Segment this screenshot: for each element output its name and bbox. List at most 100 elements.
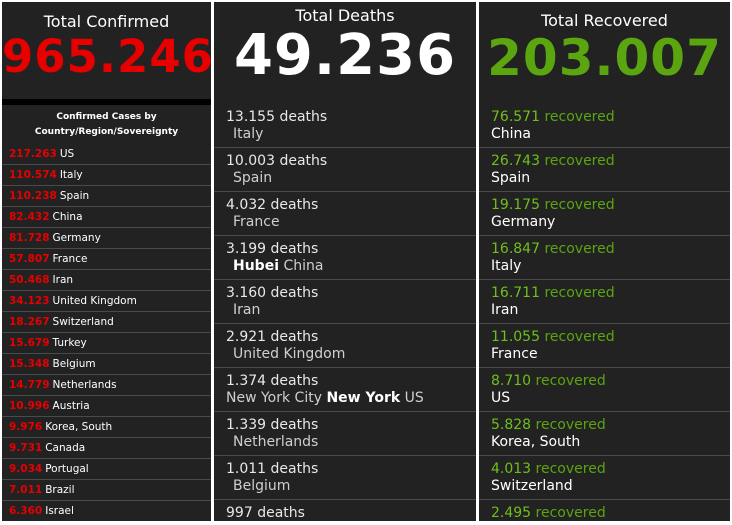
deaths-unit: deaths [270,461,319,477]
deaths-list[interactable]: 13.155 deaths Italy 10.003 deaths Spain 4.03… [214,104,476,521]
confirmed-count: 6.360 [9,505,43,517]
deaths-location: New York City New York US [226,390,476,407]
recovered-list-item[interactable]: 76.571 recovered China [479,104,730,148]
deaths-list-item[interactable]: 10.003 deaths Spain [214,148,476,192]
deaths-list-item[interactable]: 3.160 deaths Iran [214,280,476,324]
recovered-panel: Total Recovered 203.007 76.571 recovered… [479,2,730,521]
deaths-unit: deaths [270,285,319,301]
deaths-count: 997 [226,505,253,521]
deaths-list-item[interactable]: 13.155 deaths Italy [214,104,476,148]
deaths-count: 4.032 [226,197,267,213]
deaths-unit: deaths [270,197,319,213]
recovered-place: US [491,390,511,406]
recovered-line: 5.828 recovered [491,417,730,434]
confirmed-count: 34.123 [9,295,50,307]
recovered-list-item[interactable]: 16.847 recovered Italy [479,236,730,280]
deaths-list-item[interactable]: 1.339 deaths Netherlands [214,412,476,456]
deaths-location-country: Belgium [233,478,291,494]
deaths-count: 1.374 [226,373,267,389]
confirmed-place: Brazil [45,484,75,496]
deaths-location-country: France [233,214,280,230]
recovered-count: 19.175 [491,197,540,213]
confirmed-place: Austria [52,400,90,412]
confirmed-count: 9.034 [9,463,43,475]
confirmed-list-item[interactable]: 34.123 United Kingdom [2,291,211,312]
recovered-place: Iran [491,302,519,318]
confirmed-place: United Kingdom [52,295,137,307]
recovered-total: 203.007 [487,29,722,87]
recovered-list-item[interactable]: 5.828 recovered Korea, South [479,412,730,456]
confirmed-list-item[interactable]: 81.728 Germany [2,228,211,249]
recovered-list[interactable]: 76.571 recovered China 26.743 recovered Spa… [479,104,730,521]
confirmed-place: Netherlands [52,379,117,391]
confirmed-count: 110.238 [9,190,57,202]
confirmed-list-item[interactable]: 7.011 Brazil [2,480,211,501]
deaths-location: Italy [226,126,476,143]
recovered-list-item[interactable]: 2.495 recovered [479,500,730,521]
recovered-place: Switzerland [491,478,573,494]
deaths-count: 1.339 [226,417,267,433]
confirmed-list-item[interactable]: 217.263 US [2,144,211,165]
deaths-line: 3.160 deaths [226,285,318,301]
recovered-place: Italy [491,258,522,274]
deaths-location: Iran [226,302,476,319]
confirmed-list[interactable]: 217.263 US 110.574 Italy 110.238 Spain 82.432 C… [2,144,211,521]
confirmed-count: 10.996 [9,400,50,412]
confirmed-place: Italy [59,169,83,181]
recovered-list-item[interactable]: 16.711 recovered Iran [479,280,730,324]
recovered-list-item[interactable]: 8.710 recovered US [479,368,730,412]
deaths-list-item[interactable]: 3.199 deaths Hubei China [214,236,476,280]
deaths-unit: deaths [270,417,319,433]
deaths-location-country: China [283,258,324,274]
confirmed-list-item[interactable]: 15.348 Belgium [2,354,211,375]
confirmed-count: 9.976 [9,421,43,433]
confirmed-list-item[interactable]: 9.976 Korea, South [2,417,211,438]
confirmed-title: Total Confirmed [43,12,170,31]
deaths-list-item[interactable]: 4.032 deaths France [214,192,476,236]
confirmed-list-item[interactable]: 9.034 Portugal [2,459,211,480]
recovered-unit: recovered [535,417,606,433]
confirmed-list-item[interactable]: 110.574 Italy [2,165,211,186]
confirmed-list-item[interactable]: 15.679 Turkey [2,333,211,354]
deaths-count: 13.155 [226,109,275,125]
confirmed-total: 965.246 [2,30,211,83]
confirmed-list-item[interactable]: 50.468 Iran [2,270,211,291]
recovered-count: 11.055 [491,329,540,345]
confirmed-list-item[interactable]: 10.996 Austria [2,396,211,417]
confirmed-count: 82.432 [9,211,50,223]
confirmed-list-item[interactable]: 14.779 Netherlands [2,375,211,396]
confirmed-list-item[interactable]: 18.267 Switzerland [2,312,211,333]
recovered-count: 26.743 [491,153,540,169]
recovered-list-item[interactable]: 4.013 recovered Switzerland [479,456,730,500]
confirmed-list-item[interactable]: 82.432 China [2,207,211,228]
confirmed-place: Turkey [52,337,87,349]
deaths-list-item[interactable]: 1.011 deaths Belgium [214,456,476,500]
recovered-unit: recovered [544,153,615,169]
confirmed-list-item[interactable]: 110.238 Spain [2,186,211,207]
confirmed-place: France [52,253,88,265]
deaths-list-item[interactable]: 997 deaths [214,500,476,521]
confirmed-list-item[interactable]: 6.360 Israel [2,501,211,521]
confirmed-count: 7.011 [9,484,43,496]
deaths-list-item[interactable]: 2.921 deaths United Kingdom [214,324,476,368]
recovered-place: Spain [491,170,531,186]
confirmed-count: 217.263 [9,148,57,160]
confirmed-divider [2,99,211,105]
recovered-place: France [491,346,538,362]
deaths-list-item[interactable]: 1.374 deaths New York City New York US [214,368,476,412]
deaths-location-country: United Kingdom [233,346,346,362]
deaths-location-country: Netherlands [233,434,319,450]
confirmed-list-item[interactable]: 57.807 France [2,249,211,270]
recovered-list-item[interactable]: 26.743 recovered Spain [479,148,730,192]
confirmed-count: 81.728 [9,232,50,244]
confirmed-place: Canada [45,442,86,454]
confirmed-list-item[interactable]: 9.731 Canada [2,438,211,459]
confirmed-place: Belgium [52,358,96,370]
recovered-list-item[interactable]: 11.055 recovered France [479,324,730,368]
recovered-list-item[interactable]: 19.175 recovered Germany [479,192,730,236]
recovered-count: 4.013 [491,461,532,477]
confirmed-place: Israel [45,505,74,517]
recovered-count: 76.571 [491,109,540,125]
confirmed-count: 14.779 [9,379,50,391]
deaths-location: Spain [226,170,476,187]
